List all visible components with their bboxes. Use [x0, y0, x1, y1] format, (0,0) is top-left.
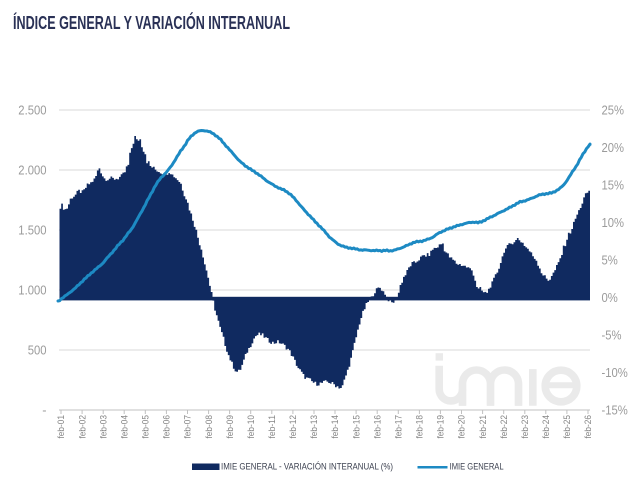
svg-text:2.000: 2.000 — [18, 163, 46, 178]
svg-text:1.000: 1.000 — [18, 283, 46, 298]
svg-text:feb-25: feb-25 — [562, 415, 572, 439]
svg-text:feb-03: feb-03 — [98, 415, 108, 439]
svg-text:-: - — [42, 403, 46, 418]
svg-text:feb-04: feb-04 — [119, 415, 129, 439]
svg-text:2.500: 2.500 — [18, 103, 46, 118]
svg-text:-5%: -5% — [602, 328, 622, 343]
svg-text:20%: 20% — [602, 140, 625, 155]
svg-text:-15%: -15% — [602, 403, 628, 418]
svg-text:feb-19: feb-19 — [436, 415, 446, 439]
svg-text:feb-23: feb-23 — [520, 415, 530, 439]
svg-text:feb-16: feb-16 — [372, 415, 382, 439]
svg-text:feb-10: feb-10 — [246, 415, 256, 439]
svg-text:500: 500 — [28, 343, 47, 358]
svg-text:feb-06: feb-06 — [162, 415, 172, 439]
svg-text:feb-20: feb-20 — [457, 415, 467, 439]
svg-text:feb-18: feb-18 — [415, 415, 425, 439]
svg-text:feb-13: feb-13 — [309, 415, 319, 439]
svg-text:feb-21: feb-21 — [478, 415, 488, 439]
svg-text:feb-15: feb-15 — [351, 415, 361, 439]
svg-text:feb-12: feb-12 — [288, 415, 298, 439]
svg-text:feb-11: feb-11 — [267, 415, 277, 439]
svg-text:0%: 0% — [602, 290, 618, 305]
svg-text:1.500: 1.500 — [18, 223, 46, 238]
svg-text:feb-08: feb-08 — [204, 415, 214, 439]
svg-text:feb-05: feb-05 — [141, 415, 151, 439]
svg-text:ÍNDICE GENERAL Y VARIACIÓN INT: ÍNDICE GENERAL Y VARIACIÓN INTERANUAL — [13, 12, 290, 33]
svg-text:feb-26: feb-26 — [583, 415, 593, 439]
svg-text:IMIE GENERAL: IMIE GENERAL — [450, 462, 504, 472]
svg-text:feb-01: feb-01 — [56, 415, 66, 439]
svg-text:feb-17: feb-17 — [394, 415, 404, 439]
svg-text:feb-09: feb-09 — [225, 415, 235, 439]
svg-text:feb-02: feb-02 — [77, 415, 87, 439]
svg-text:IMIE GENERAL - VARIACIÓN INTER: IMIE GENERAL - VARIACIÓN INTERANUAL (%) — [221, 462, 393, 472]
svg-text:-10%: -10% — [602, 365, 628, 380]
svg-text:25%: 25% — [602, 103, 625, 118]
svg-text:15%: 15% — [602, 178, 625, 193]
svg-text:feb-22: feb-22 — [499, 415, 509, 439]
svg-text:5%: 5% — [602, 253, 618, 268]
svg-text:10%: 10% — [602, 215, 625, 230]
svg-text:feb-24: feb-24 — [541, 415, 551, 439]
svg-text:feb-07: feb-07 — [183, 415, 193, 439]
svg-text:feb-14: feb-14 — [330, 415, 340, 439]
